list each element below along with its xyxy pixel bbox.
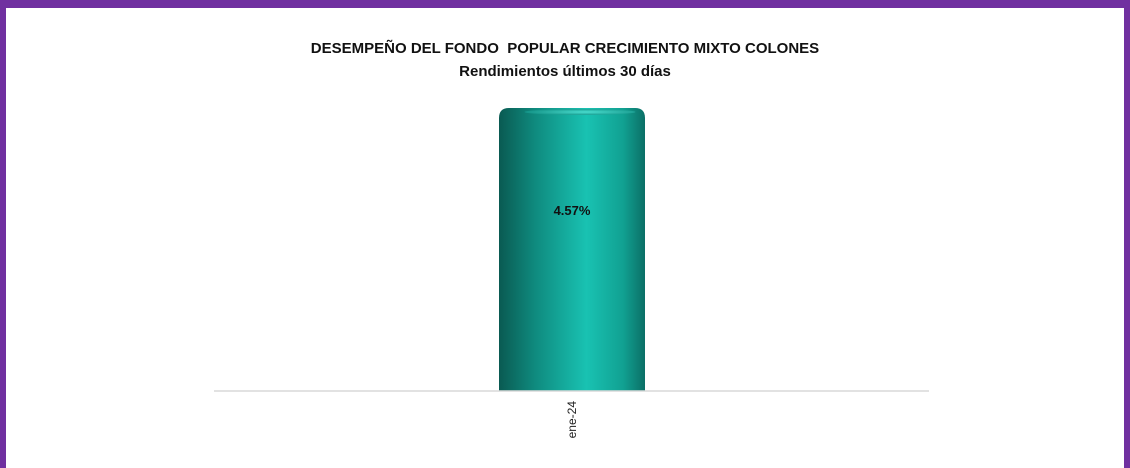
data-label: 4.57% <box>554 203 591 218</box>
bar-body <box>499 108 645 391</box>
chart-title: DESEMPEÑO DEL FONDO POPULAR CRECIMIENTO … <box>310 40 820 57</box>
x-tick-label: ene-24 <box>565 401 579 439</box>
bar-top-highlight <box>524 109 636 115</box>
chart-subtitle: Rendimientos últimos 30 días <box>459 63 671 80</box>
bar-ene-24: 4.57% <box>499 108 645 391</box>
